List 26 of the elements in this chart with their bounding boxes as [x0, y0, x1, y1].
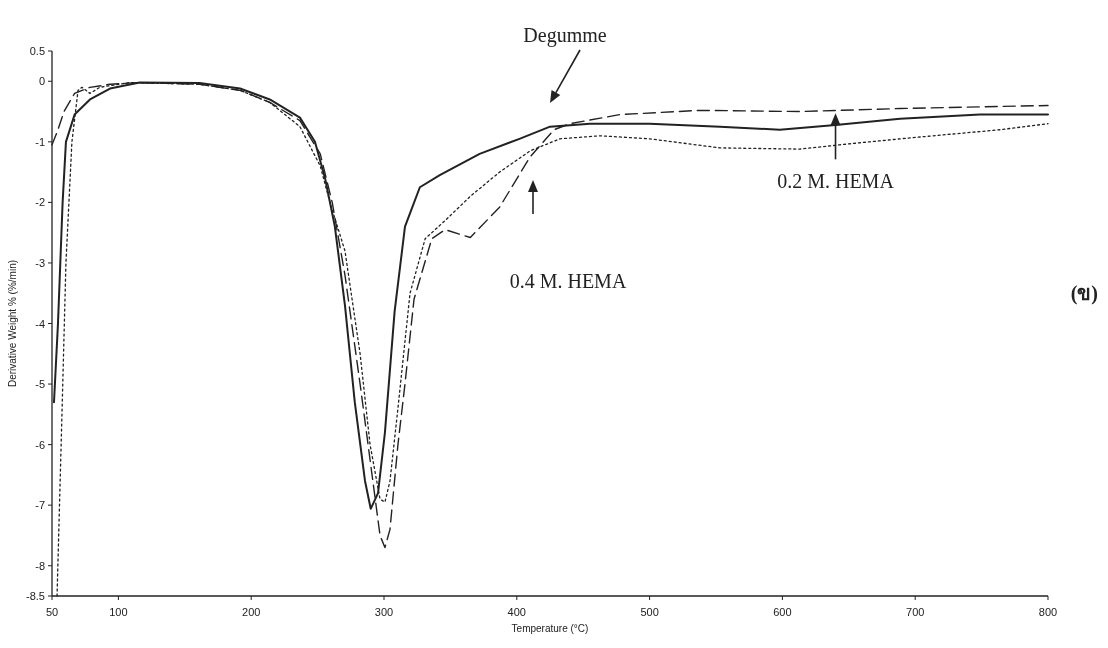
annotation: 0.2 M. HEMA	[777, 170, 895, 193]
x-tick-label: 200	[242, 606, 261, 618]
y-tick-label: -6	[35, 438, 45, 451]
y-tick-label: -5	[35, 378, 45, 391]
x-tick-label: 700	[906, 606, 925, 618]
x-tick-label: 300	[374, 606, 394, 618]
x-tick-label: 100	[109, 606, 128, 618]
y-tick-label: -8.5	[26, 590, 45, 602]
x-axis-title: Temperature (°C)	[511, 623, 589, 634]
y-axis-title: Derivative Weight % (%/min)	[7, 259, 18, 388]
annotation: 0.4 M. HEMA	[509, 270, 627, 292]
x-tick-label: 800	[1038, 606, 1058, 618]
y-tick-label: -1	[35, 135, 45, 148]
y-tick-label: -4	[35, 317, 45, 330]
y-tick-label: -3	[35, 256, 45, 269]
x-tick-label: 600	[773, 606, 792, 618]
y-tick-label: -2	[35, 196, 45, 209]
x-tick-label: 500	[640, 606, 659, 618]
text: (ข)	[1070, 282, 1098, 305]
y-tick-label: 0.5	[29, 45, 45, 57]
text: Degumme	[523, 24, 607, 47]
x-tick-label: 400	[507, 606, 526, 618]
y-tick-label: 0	[38, 75, 45, 88]
y-tick-label: -7	[35, 499, 45, 512]
y-tick-label: -8	[35, 559, 45, 572]
x-tick-label: 50	[45, 606, 59, 618]
